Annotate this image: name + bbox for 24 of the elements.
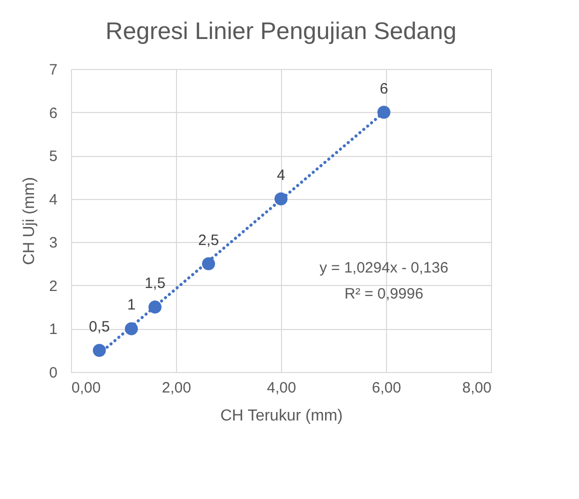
data-label: 2,5: [198, 232, 219, 249]
annotation: R² = 0,9996: [344, 285, 424, 302]
x-tick-label: 4,00: [266, 380, 296, 396]
y-tick-label: 7: [49, 62, 58, 78]
data-label: 1: [127, 296, 136, 314]
data-label: 4: [276, 166, 286, 184]
annotation: y = 1,0294x - 0,136: [319, 259, 448, 276]
data-label: 0,5: [88, 318, 110, 336]
x-tick-label: 2,00: [162, 380, 192, 396]
data-label: 1,5: [144, 275, 166, 292]
y-tick-label: 3: [49, 234, 58, 252]
x-axis-title: CH Terukur (mm): [220, 408, 343, 424]
y-tick-label: 2: [49, 278, 58, 295]
y-tick-label: 4: [49, 191, 58, 208]
y-tick-label: 5: [49, 148, 58, 166]
y-axis-title: CH Uji (mm): [21, 177, 38, 265]
chart-title: Regresi Linier Pengujian Sedang: [106, 18, 456, 45]
y-tick-label: 6: [49, 104, 58, 122]
x-tick-label: 0,00: [72, 380, 101, 396]
x-tick-label: 8,00: [462, 380, 492, 396]
x-tick-label: 6,00: [372, 380, 402, 396]
y-tick-label: 0: [49, 364, 58, 382]
data-label: 6: [380, 80, 388, 98]
y-tick-label: 1: [49, 321, 58, 338]
